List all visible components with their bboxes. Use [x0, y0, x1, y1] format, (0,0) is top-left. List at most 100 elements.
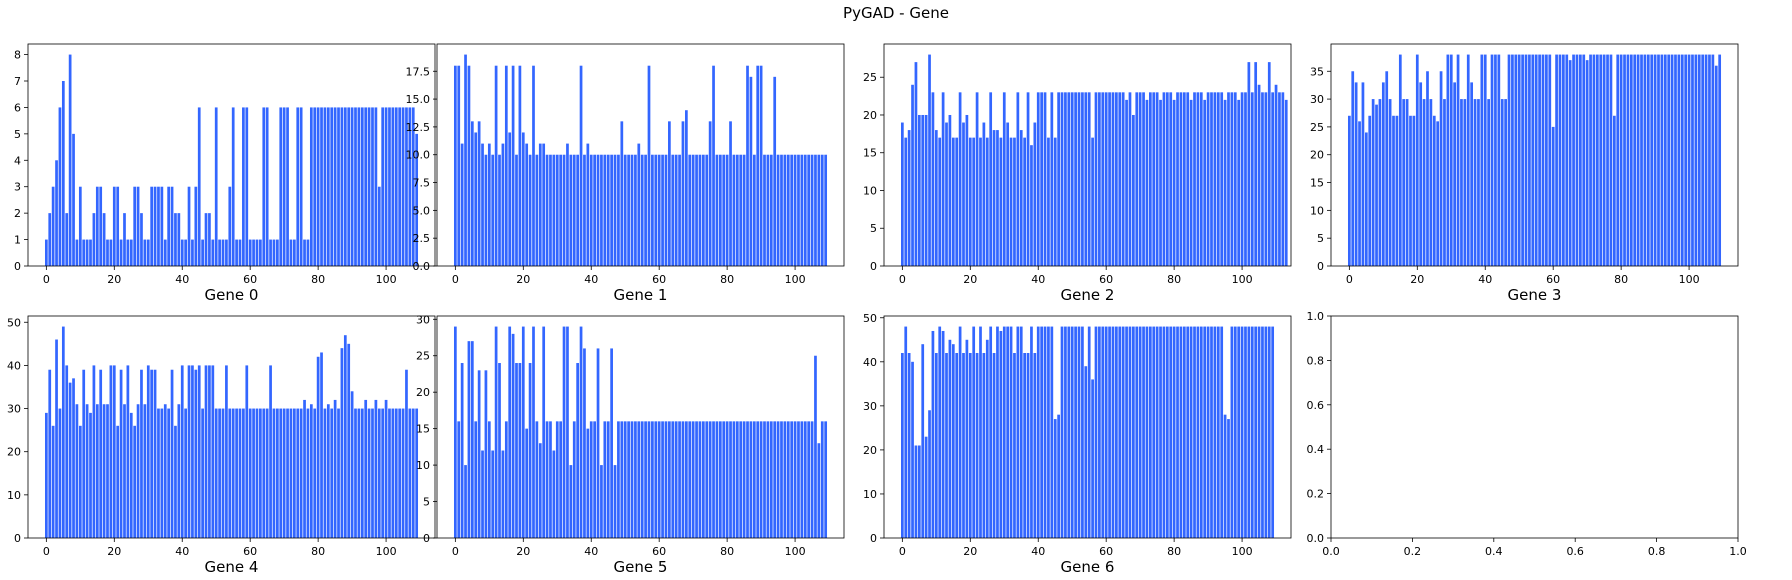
bar: [900, 122, 904, 266]
bar: [157, 408, 160, 538]
bar: [1009, 137, 1013, 266]
x-tick-label: 40: [175, 273, 189, 286]
bar: [484, 154, 488, 266]
bar: [756, 421, 760, 538]
bar: [1657, 54, 1660, 266]
bar: [72, 133, 75, 266]
bar: [299, 408, 303, 538]
bar: [555, 421, 559, 538]
bar: [1084, 366, 1088, 538]
bar: [695, 421, 698, 538]
bar: [674, 154, 678, 266]
y-tick-label: 0.8: [1307, 354, 1325, 367]
y-tick-label: 2.5: [413, 232, 431, 245]
bar: [494, 65, 498, 266]
bar: [235, 239, 238, 266]
x-tick-label: 60: [1546, 273, 1560, 286]
bar: [123, 404, 126, 538]
bar: [538, 143, 542, 266]
bar: [664, 421, 668, 538]
bar: [474, 132, 478, 266]
bar: [242, 107, 245, 267]
y-tick-label: 0: [870, 532, 877, 545]
bar: [989, 326, 993, 538]
bar: [1568, 60, 1572, 266]
bar: [814, 154, 817, 266]
bar: [460, 363, 464, 538]
bar: [654, 154, 658, 266]
bar: [1101, 92, 1105, 266]
bar: [1460, 99, 1463, 266]
bar: [123, 213, 126, 266]
bar: [948, 339, 952, 538]
bar: [1220, 92, 1224, 266]
bar: [457, 421, 461, 538]
bar: [1193, 326, 1196, 538]
bar: [303, 399, 306, 538]
bar: [276, 239, 279, 266]
bar: [1094, 326, 1098, 538]
bar: [562, 154, 566, 266]
bar: [112, 365, 116, 538]
bar: [464, 54, 467, 266]
bar: [306, 408, 310, 538]
bar: [340, 348, 344, 538]
bar: [218, 408, 221, 538]
bar: [1047, 326, 1050, 538]
bar: [685, 421, 688, 538]
bar: [61, 326, 65, 538]
bar: [1677, 54, 1681, 266]
bar: [457, 65, 461, 266]
bar: [810, 421, 814, 538]
bar: [814, 355, 817, 538]
axes-frame: [883, 315, 1292, 539]
bar: [1030, 145, 1033, 266]
bar: [1694, 54, 1698, 266]
x-tick-label: 80: [720, 545, 734, 558]
bar: [1636, 54, 1640, 266]
bar: [948, 114, 952, 266]
bar: [1121, 326, 1125, 538]
bar: [1060, 92, 1064, 266]
bar: [394, 107, 398, 267]
bar: [904, 326, 908, 538]
y-tick-label: 10: [1310, 204, 1324, 217]
bar: [265, 107, 269, 267]
bar: [1196, 326, 1200, 538]
bar: [228, 408, 232, 538]
bar: [566, 326, 569, 538]
bar: [722, 421, 726, 538]
bar: [1013, 353, 1016, 538]
bar: [955, 137, 959, 266]
bar: [231, 107, 235, 267]
bar: [586, 143, 590, 266]
bar: [732, 421, 736, 538]
bar: [1507, 54, 1511, 266]
bar: [1392, 115, 1395, 267]
bar: [674, 421, 678, 538]
x-tick-label: 20: [516, 273, 530, 286]
bar: [262, 107, 266, 267]
bar: [194, 369, 198, 538]
bar: [1466, 54, 1470, 266]
bar: [593, 421, 596, 538]
bar: [1169, 326, 1173, 538]
bar: [817, 154, 821, 266]
bar: [1240, 92, 1244, 266]
bar: [180, 365, 184, 538]
bar: [569, 154, 573, 266]
bar: [1267, 62, 1271, 267]
bar: [1514, 54, 1518, 266]
bar: [150, 369, 154, 538]
bar: [1077, 326, 1081, 538]
bar: [722, 154, 726, 266]
x-tick-label: 40: [1031, 273, 1045, 286]
bar: [951, 137, 955, 266]
bar: [1196, 92, 1200, 266]
y-tick-label: 10: [863, 488, 877, 501]
bar: [481, 450, 484, 538]
bar: [252, 239, 255, 266]
bar: [1091, 137, 1094, 266]
bar: [518, 65, 522, 266]
